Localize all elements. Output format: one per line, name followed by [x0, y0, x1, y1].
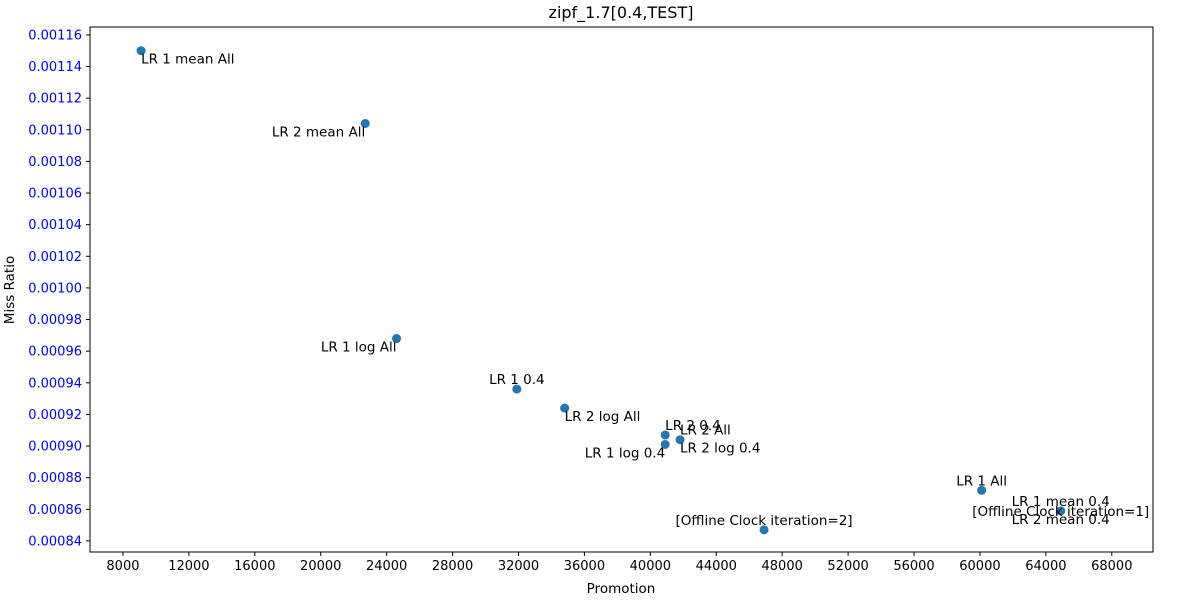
point-label: LR 1 0.4 [489, 372, 545, 388]
x-tick-label: 32000 [498, 559, 539, 574]
data-point [675, 435, 685, 445]
chart-title: zipf_1.7[0.4,TEST] [549, 3, 694, 23]
x-tick-label: 52000 [827, 559, 868, 574]
data-point [136, 46, 146, 56]
y-tick-label: 0.00104 [28, 218, 82, 233]
y-tick-label: 0.00096 [28, 345, 82, 360]
y-tick-label: 0.00090 [28, 440, 82, 455]
y-tick-label: 0.00112 [28, 92, 82, 107]
x-axis-label: Promotion [587, 581, 656, 597]
point-label: LR 1 log All [321, 340, 397, 356]
point-label: LR 2 log All [565, 409, 641, 425]
data-point [660, 439, 670, 449]
point-label: LR 2 All [680, 423, 731, 439]
y-tick-label: 0.00088 [28, 471, 82, 486]
point-label: [Offline Clock iteration=1] [972, 504, 1149, 520]
x-tick-label: 20000 [300, 559, 341, 574]
y-tick-label: 0.00114 [28, 60, 82, 75]
y-tick-label: 0.00116 [28, 28, 82, 43]
point-label: LR 1 All [956, 473, 1007, 489]
x-tick-label: 36000 [564, 559, 605, 574]
y-tick-label: 0.00086 [28, 503, 82, 518]
data-point [1056, 506, 1066, 516]
x-tick-label: 56000 [893, 559, 934, 574]
y-tick-label: 0.00098 [28, 313, 82, 328]
x-tick-label: 64000 [1025, 559, 1066, 574]
data-points [136, 46, 1066, 535]
data-point [392, 334, 402, 344]
y-tick-label: 0.00106 [28, 187, 82, 202]
data-point [977, 485, 987, 495]
point-label: LR 1 mean All [141, 52, 234, 68]
y-tick-label: 0.00102 [28, 250, 82, 265]
y-axis-ticks: 0.00084 0.00086 0.00088 0.00090 0.00092 0.000… [28, 28, 90, 549]
x-tick-label: 60000 [959, 559, 1000, 574]
point-label: LR 1 mean 0.4 [1012, 494, 1110, 510]
y-tick-label: 0.00108 [28, 155, 82, 170]
x-tick-label: 8000 [106, 559, 139, 574]
point-label: LR 2 mean 0.4 [1012, 512, 1110, 528]
x-tick-label: 68000 [1091, 559, 1132, 574]
point-label: LR 1 log 0.4 [585, 445, 665, 461]
x-tick-label: 28000 [432, 559, 473, 574]
point-label: [Offline Clock iteration=2] [676, 513, 853, 529]
data-point [360, 118, 370, 128]
data-point [759, 525, 769, 535]
y-tick-label: 0.00084 [28, 534, 82, 549]
x-tick-label: 12000 [168, 559, 209, 574]
y-tick-label: 0.00094 [28, 376, 82, 391]
x-tick-label: 48000 [762, 559, 803, 574]
y-tick-label: 0.00092 [28, 408, 82, 423]
y-tick-label: 0.00100 [28, 281, 82, 296]
data-point [512, 384, 522, 394]
plot-frame [89, 26, 1154, 553]
point-labels: LR 1 mean All LR 2 mean All LR 1 log All LR… [141, 52, 1149, 529]
point-label: LR 2 log 0.4 [680, 441, 760, 457]
y-axis-label: Miss Ratio [2, 256, 18, 324]
data-point [660, 430, 670, 440]
point-label: LR 2 0.4 [665, 418, 721, 434]
y-tick-label: 0.00110 [28, 123, 82, 138]
data-point [560, 403, 570, 413]
x-axis-ticks: 8000 12000 16000 20000 24000 28000 32000 36000 4… [106, 552, 1132, 574]
x-tick-label: 44000 [696, 559, 737, 574]
x-tick-label: 16000 [234, 559, 275, 574]
x-tick-label: 24000 [366, 559, 407, 574]
x-tick-label: 40000 [630, 559, 671, 574]
point-label: LR 2 mean All [272, 124, 365, 140]
